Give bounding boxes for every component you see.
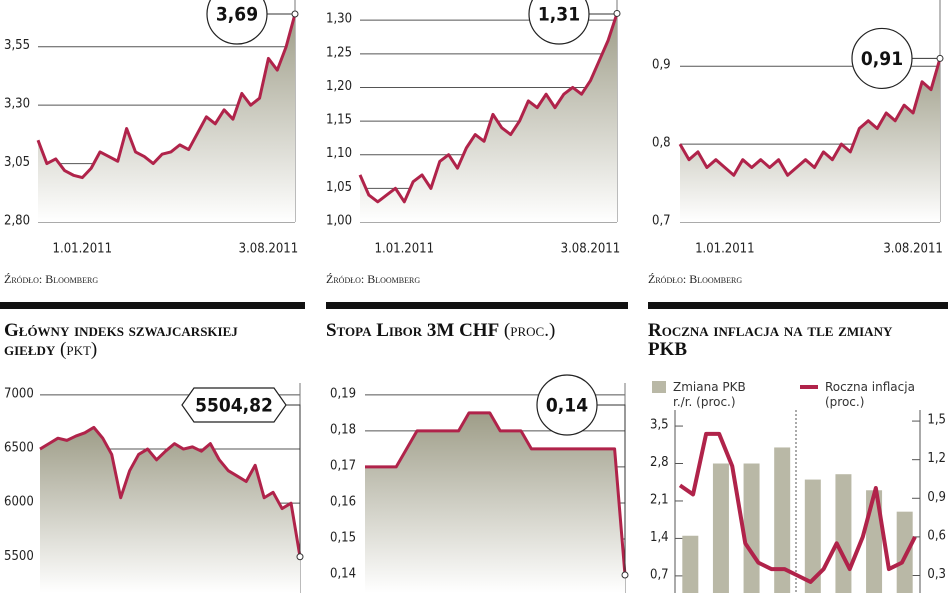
y-tick-label: 2,8 <box>650 455 669 470</box>
y-tick-label: 0,8 <box>652 136 671 151</box>
y-tick-label: 0,19 <box>330 386 356 401</box>
y-tick-label: 7000 <box>4 386 34 401</box>
callout-leader <box>589 13 618 15</box>
value-label: 5504,82 <box>195 395 273 417</box>
y-tick-label: 1,20 <box>326 79 352 94</box>
y-tick-label: 1,05 <box>326 180 352 195</box>
x-tick-label: 1.01.2011 <box>375 242 435 257</box>
y-tick-label: 3,5 <box>650 418 669 433</box>
area-fill <box>680 58 940 222</box>
line <box>358 12 619 204</box>
line <box>678 58 942 177</box>
x-tick-label: 3.08.2011 <box>883 242 943 257</box>
bar <box>804 479 821 593</box>
bar <box>712 463 729 593</box>
callout-box <box>206 0 268 45</box>
y-tick-label: 2,1 <box>650 492 669 507</box>
callout-box <box>181 387 287 423</box>
legend-label: Zmiana PKB r./r. (proc.) <box>673 380 746 409</box>
y-tick-label: 0,15 <box>330 530 356 545</box>
y-tick-label: 1,4 <box>650 530 669 545</box>
y-tick-label: 0,9 <box>652 58 671 73</box>
x-tick-label: 1.01.2011 <box>53 242 113 257</box>
y-tick-label: 0,7 <box>652 214 671 229</box>
y-tick-label: 0,16 <box>330 494 356 509</box>
area-fill <box>360 13 617 223</box>
end-point <box>296 553 304 561</box>
bar <box>743 463 760 593</box>
callout-box <box>528 0 590 45</box>
value-label: 0,14 <box>546 395 588 417</box>
y-tick-label: 3,05 <box>4 155 30 170</box>
end-point <box>936 54 944 62</box>
unit: (pkt) <box>60 339 98 360</box>
y-tick-label: 3,30 <box>4 97 30 112</box>
line <box>36 13 297 180</box>
y-tick-label: 2,80 <box>4 214 30 229</box>
x-tick-label: 3.08.2011 <box>561 242 621 257</box>
value-label: 3,69 <box>216 4 258 26</box>
y-tick-label: 0,17 <box>330 458 356 473</box>
y-tick-label: 3,55 <box>4 38 30 53</box>
y2-tick-label: 0,6 <box>927 528 946 543</box>
x-tick-label: 3.08.2011 <box>239 242 299 257</box>
y2-tick-label: 0,9 <box>927 490 946 505</box>
separator <box>326 302 628 309</box>
y-tick-label: 1,25 <box>326 45 352 60</box>
end-point <box>291 10 299 18</box>
callout-box <box>536 374 598 436</box>
source: Źródło: Bloomberg <box>648 272 743 286</box>
y-tick-label: 1,30 <box>326 12 352 27</box>
line <box>39 425 302 558</box>
bar <box>835 474 852 593</box>
y-tick-label: 6500 <box>4 441 34 456</box>
area-fill <box>40 427 300 593</box>
y2-tick-label: 1,2 <box>927 451 946 466</box>
y-tick-label: 6000 <box>4 495 34 510</box>
area-fill <box>365 412 625 593</box>
x-tick-label: 1.01.2011 <box>695 242 755 257</box>
y-tick-label: 1,15 <box>326 113 352 128</box>
title-text: Stopa Libor 3M CHF <box>326 320 500 341</box>
value-label: 1,31 <box>538 4 580 26</box>
y2-tick-label: 0,3 <box>927 567 946 582</box>
y-tick-label: 1,10 <box>326 146 352 161</box>
callout-leader <box>286 404 301 557</box>
chart-title: Główny indeks szwajcarskiej giełdy (pkt) <box>4 321 274 359</box>
line <box>365 411 627 576</box>
callout-leader <box>597 404 626 575</box>
area-fill <box>38 14 295 222</box>
bar <box>896 511 913 593</box>
y-tick-label: 5500 <box>4 549 34 564</box>
y-tick-label: 0,14 <box>330 566 356 581</box>
legend-swatch <box>652 381 666 393</box>
bar <box>774 447 791 593</box>
bar <box>682 535 699 593</box>
callout-box <box>851 27 913 90</box>
chart-title: Roczna inflacja na tle zmiany PKB <box>648 320 893 360</box>
end-point <box>613 9 621 17</box>
y-tick-label: 0,7 <box>650 567 669 582</box>
end-point <box>621 571 629 579</box>
separator <box>0 302 305 309</box>
y2-tick-label: 1,5 <box>927 413 946 428</box>
value-label: 0,91 <box>861 48 903 70</box>
line <box>678 431 917 584</box>
unit: (proc.) <box>503 320 556 341</box>
separator <box>648 302 948 309</box>
source: Źródło: Bloomberg <box>326 272 421 286</box>
legend-label: Roczna inflacja (proc.) <box>825 380 915 409</box>
y-tick-label: 1,00 <box>326 214 352 229</box>
title-text: Główny indeks szwajcarskiej giełdy <box>4 320 238 360</box>
source: Źródło: Bloomberg <box>4 272 99 286</box>
y-tick-label: 0,18 <box>330 422 356 437</box>
chart-title: Stopa Libor 3M CHF (proc.) <box>326 321 566 340</box>
